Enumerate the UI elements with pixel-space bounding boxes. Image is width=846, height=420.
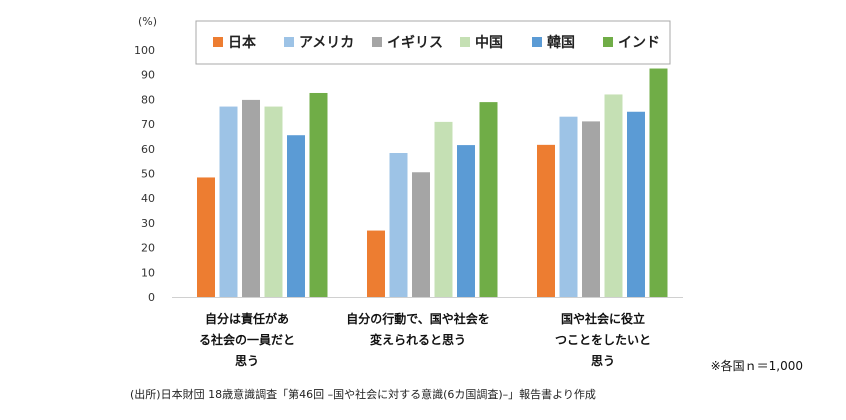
bar (389, 152, 408, 297)
bar (219, 106, 238, 297)
y-tick-label: 70 (141, 118, 155, 131)
legend-label: アメリカ (299, 35, 354, 51)
bar (649, 68, 668, 298)
legend-label: 韓国 (547, 34, 575, 51)
bar (309, 92, 328, 297)
source-note: (出所)日本財団 18歳意識調査「第46回 –国や社会に対する意識(6カ国調査)… (130, 388, 596, 401)
legend-swatch (532, 37, 542, 47)
bar (367, 230, 385, 297)
legend-swatch (213, 37, 223, 47)
bar (627, 111, 645, 297)
y-tick-label: 80 (141, 93, 155, 106)
bar (287, 135, 305, 297)
category-label-can-change-society: 自分の行動で、国や社会を 変えられると思う (346, 312, 490, 347)
sample-size-note: ※各国ｎ＝1,000 (710, 359, 803, 373)
y-tick-label: 20 (141, 242, 155, 255)
legend-label: 中国 (475, 34, 503, 51)
bar (537, 144, 555, 297)
y-tick-label: 50 (141, 168, 155, 181)
bar (412, 172, 430, 297)
legend-swatch (460, 37, 470, 47)
legend-swatch (284, 37, 294, 47)
y-tick-label: 40 (141, 192, 155, 205)
legend-swatch (603, 37, 613, 47)
bar (264, 106, 283, 297)
y-axis-unit-label: (%) (138, 15, 157, 28)
bar (434, 121, 453, 297)
y-tick-label: 60 (141, 143, 155, 156)
y-tick-label: 90 (141, 69, 155, 82)
category-label-responsible-member: 自分は責任があ る社会の一員だと 思う (198, 312, 295, 368)
legend-box (195, 20, 671, 65)
bar (457, 145, 475, 297)
legend-label: イギリス (387, 34, 443, 51)
legend-label: 日本 (228, 34, 257, 51)
bar (582, 121, 600, 298)
category-label-want-to-contribute: 国や社会に役立 つことをしたいと 思う (554, 312, 651, 368)
y-tick-label: 100 (134, 44, 155, 57)
bar (197, 177, 215, 297)
bar (604, 94, 623, 298)
legend-label: インド (618, 35, 660, 51)
bar (479, 102, 498, 297)
legend-swatch (372, 37, 382, 47)
y-tick-label: 0 (148, 291, 155, 304)
y-tick-label: 30 (141, 217, 155, 230)
y-tick-label: 10 (141, 266, 155, 279)
bar (559, 116, 578, 297)
bar (242, 99, 260, 297)
